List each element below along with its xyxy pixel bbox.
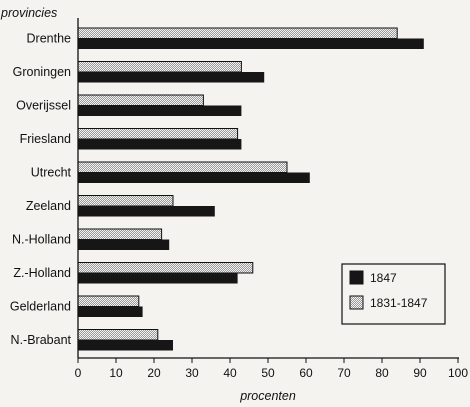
bar-1847-friesland <box>78 139 242 150</box>
bar-1847-overijssel <box>78 105 242 116</box>
category-label-z-holland: Z.-Holland <box>13 266 71 280</box>
bar-1847-utrecht <box>78 172 310 183</box>
category-label-friesland: Friesland <box>20 132 71 146</box>
bar-1831-1847-drenthe <box>77 27 398 39</box>
bar-1847-zeeland <box>78 206 215 217</box>
bar-1847-n-brabant <box>78 340 173 351</box>
bar-1831-1847-n-holland <box>77 228 163 240</box>
y-axis-title: provincies <box>0 6 57 20</box>
x-axis-title: procenten <box>239 389 296 403</box>
category-label-zeeland: Zeeland <box>26 199 71 213</box>
x-tick-label-30: 30 <box>185 366 199 380</box>
category-label-n-holland: N.-Holland <box>12 233 71 247</box>
x-tick-label-10: 10 <box>109 366 123 380</box>
category-label-groningen: Groningen <box>13 65 71 79</box>
legend-label-1831-1847: 1831-1847 <box>370 296 428 310</box>
category-label-gelderland: Gelderland <box>10 300 71 314</box>
category-label-utrecht: Utrecht <box>31 166 72 180</box>
category-label-overijssel: Overijssel <box>16 99 71 113</box>
legend-swatch-1831-1847 <box>349 295 364 310</box>
bar-1831-1847-utrecht <box>77 161 288 173</box>
bar-1847-z-holland <box>78 273 238 284</box>
x-tick-label-100: 100 <box>448 366 468 380</box>
bar-1847-groningen <box>78 72 265 83</box>
x-tick-label-20: 20 <box>147 366 161 380</box>
x-tick-label-80: 80 <box>375 366 389 380</box>
bar-1831-1847-friesland <box>77 128 239 140</box>
bar-1831-1847-n-brabant <box>77 329 159 341</box>
x-tick-label-50: 50 <box>261 366 275 380</box>
x-tick-label-40: 40 <box>223 366 237 380</box>
x-tick-label-70: 70 <box>337 366 351 380</box>
legend-swatch-1847 <box>349 270 364 285</box>
x-tick-label-0: 0 <box>75 366 82 380</box>
x-tick-label-90: 90 <box>413 366 427 380</box>
category-label-drenthe: Drenthe <box>27 32 72 46</box>
bar-1831-1847-gelderland <box>77 295 140 307</box>
legend-box <box>341 263 446 325</box>
bar-1831-1847-z-holland <box>77 262 254 274</box>
bar-1831-1847-overijssel <box>77 94 204 106</box>
bar-1831-1847-zeeland <box>77 195 174 207</box>
x-tick-label-60: 60 <box>299 366 313 380</box>
bar-1831-1847-groningen <box>77 61 242 73</box>
axes-layer: Drenthe Groningen Overijssel Friesland Utrec… <box>10 18 468 380</box>
bar-1847-gelderland <box>78 306 143 317</box>
bar-1847-n-holland <box>78 239 170 250</box>
category-label-n-brabant: N.-Brabant <box>11 333 72 347</box>
bar-1847-drenthe <box>78 38 424 49</box>
legend: 1847 1831-1847 <box>341 263 446 325</box>
legend-label-1847: 1847 <box>370 271 397 285</box>
